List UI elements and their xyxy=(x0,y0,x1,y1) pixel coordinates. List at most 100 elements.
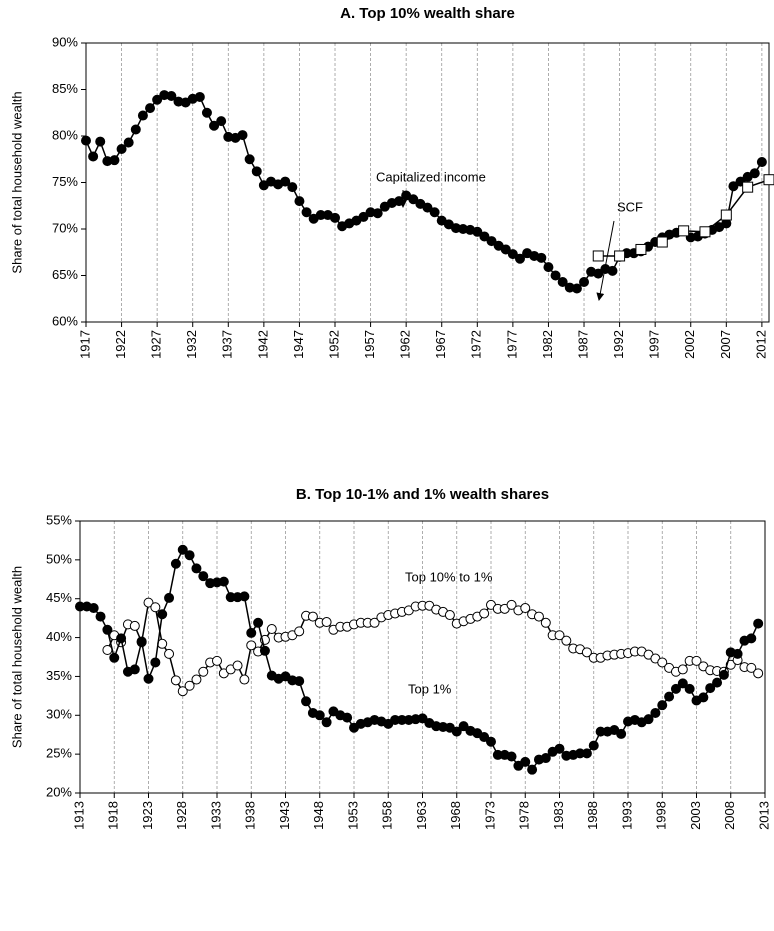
x-tick-label: 1977 xyxy=(504,330,519,359)
point xyxy=(81,135,91,146)
point xyxy=(157,609,168,620)
annotation: Capitalized income xyxy=(376,169,486,184)
point xyxy=(444,610,455,621)
point xyxy=(749,168,760,179)
point xyxy=(194,91,205,102)
point xyxy=(650,707,661,718)
point xyxy=(614,250,626,262)
point xyxy=(691,655,702,666)
point xyxy=(705,683,716,694)
x-tick-label: 1928 xyxy=(174,801,189,830)
point xyxy=(635,243,647,255)
point xyxy=(150,657,161,668)
point xyxy=(451,726,462,737)
point xyxy=(170,675,181,686)
y-tick-label: 20% xyxy=(46,784,72,799)
point xyxy=(506,599,517,610)
point xyxy=(166,91,177,102)
point xyxy=(520,756,531,767)
y-tick-label: 75% xyxy=(52,174,78,189)
x-tick-label: 1948 xyxy=(311,801,326,830)
point xyxy=(593,268,604,279)
point xyxy=(301,696,312,707)
point xyxy=(239,591,250,602)
point xyxy=(422,202,433,213)
y-axis-label: Share of total household wealth xyxy=(9,566,24,748)
y-tick-label: 60% xyxy=(52,313,78,328)
point xyxy=(116,144,127,155)
point xyxy=(321,717,332,728)
point xyxy=(479,608,490,619)
point xyxy=(520,603,531,614)
point xyxy=(699,226,711,238)
x-tick-label: 1918 xyxy=(106,801,121,830)
point xyxy=(592,250,604,262)
point xyxy=(728,181,739,192)
y-tick-label: 30% xyxy=(46,707,72,722)
x-tick-label: 1953 xyxy=(345,801,360,830)
point xyxy=(212,655,222,666)
point xyxy=(718,669,729,680)
point xyxy=(253,617,264,628)
point xyxy=(184,680,195,691)
point xyxy=(533,611,544,622)
point xyxy=(152,94,163,105)
point xyxy=(472,226,483,237)
x-tick-label: 1957 xyxy=(362,330,377,359)
point xyxy=(143,673,154,684)
point xyxy=(554,630,565,641)
point xyxy=(170,558,181,569)
y-tick-label: 35% xyxy=(46,668,72,683)
point xyxy=(684,683,695,694)
point xyxy=(280,176,291,187)
point xyxy=(198,571,209,582)
x-tick-label: 1927 xyxy=(149,330,164,359)
point xyxy=(266,624,277,635)
point xyxy=(507,249,518,260)
point xyxy=(216,116,227,127)
point xyxy=(137,110,148,121)
point xyxy=(657,700,668,711)
x-tick-label: 1942 xyxy=(255,330,270,359)
series-line xyxy=(106,601,759,693)
point xyxy=(259,645,270,656)
chart-title: A. Top 10% wealth share xyxy=(340,5,515,22)
point xyxy=(198,666,209,677)
point xyxy=(88,603,99,614)
point xyxy=(643,714,654,725)
point xyxy=(588,740,599,751)
point xyxy=(581,647,592,658)
point xyxy=(536,252,547,263)
point xyxy=(746,633,757,644)
point xyxy=(123,137,134,148)
x-tick-label: 2013 xyxy=(756,801,771,830)
x-tick-label: 1998 xyxy=(654,801,669,830)
x-tick-label: 1982 xyxy=(540,330,555,359)
point xyxy=(164,648,175,659)
annotation: Top 10% to 1% xyxy=(405,569,493,584)
annotation-arrow xyxy=(596,220,615,301)
point xyxy=(429,207,440,218)
point xyxy=(677,664,688,675)
point xyxy=(550,270,561,281)
point xyxy=(191,563,202,574)
y-tick-label: 40% xyxy=(46,629,72,644)
point xyxy=(670,683,681,694)
point xyxy=(136,636,147,647)
point xyxy=(540,617,551,628)
x-tick-label: 1938 xyxy=(243,801,258,830)
y-tick-label: 85% xyxy=(52,81,78,96)
point xyxy=(358,211,369,222)
point xyxy=(656,236,668,248)
x-tick-label: 1988 xyxy=(585,801,600,830)
y-axis-label: Share of total household wealth xyxy=(9,91,24,273)
x-tick-label: 1937 xyxy=(220,330,235,359)
x-tick-label: 1962 xyxy=(398,330,413,359)
y-tick-label: 55% xyxy=(46,512,72,527)
point xyxy=(664,691,675,702)
x-tick-label: 1947 xyxy=(291,330,306,359)
x-tick-label: 1963 xyxy=(414,801,429,830)
x-tick-label: 1917 xyxy=(77,330,92,359)
point xyxy=(116,633,127,644)
